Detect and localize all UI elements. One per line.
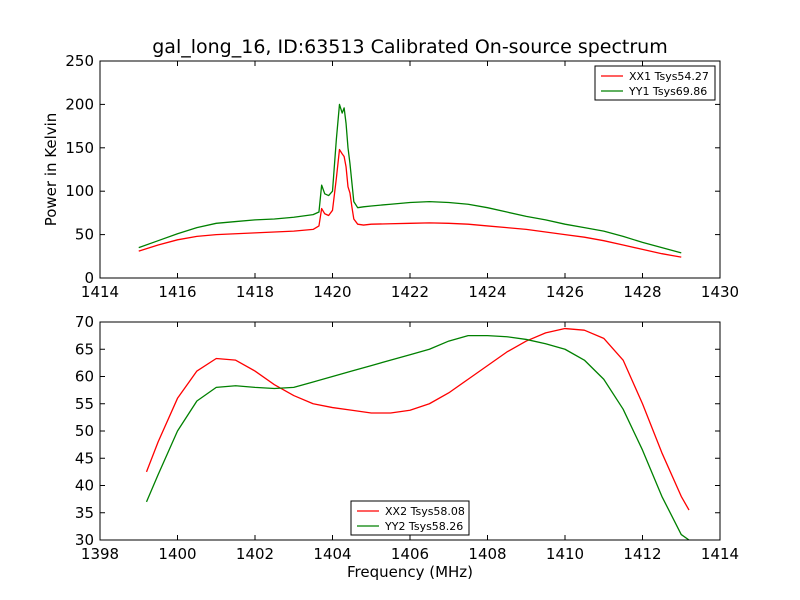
y-tick-label: 35 (75, 504, 94, 522)
y-tick-label: 0 (84, 269, 94, 287)
y-tick-label: 30 (75, 531, 94, 549)
x-tick-label: 1406 (391, 545, 429, 563)
x-tick-label: 1398 (81, 545, 119, 563)
x-tick-label: 1426 (546, 283, 584, 301)
series-line-1 (145, 327, 690, 511)
x-tick-label: 1404 (313, 545, 351, 563)
x-tick-label: 1400 (158, 545, 196, 563)
x-tick-label: 1428 (623, 283, 661, 301)
series-line-1 (138, 148, 682, 258)
legend-entry: YY1 Tsys69.86 (628, 85, 707, 98)
y-tick-label: 40 (75, 477, 94, 495)
legend-entry: XX1 Tsys54.27 (629, 70, 709, 83)
series-line-2 (138, 103, 682, 254)
x-tick-label: 1420 (313, 283, 351, 301)
x-tick-label: 1414 (81, 283, 119, 301)
x-tick-label: 1402 (236, 545, 274, 563)
x-tick-label: 1424 (468, 283, 506, 301)
legend-entry: XX2 Tsys58.08 (385, 505, 465, 518)
y-tick-label: 65 (75, 340, 94, 358)
legend: XX1 Tsys54.27 YY1 Tsys69.86 (594, 65, 716, 101)
y-tick-label: 250 (65, 52, 94, 70)
x-tick-label: 1430 (701, 283, 739, 301)
x-tick-label: 1416 (158, 283, 196, 301)
y-tick-label: 50 (75, 226, 94, 244)
bottom-panel: 1398 1400 1402 1404 1406 1408 1410 1412 1414 30 35… (75, 313, 739, 581)
chart-title: gal_long_16, ID:63513 Calibrated On-sour… (152, 36, 667, 58)
y-tick-label: 200 (65, 95, 94, 113)
legend: XX2 Tsys58.08 YY2 Tsys58.26 (350, 500, 470, 536)
x-tick-label: 1418 (236, 283, 274, 301)
y-tick-label: 55 (75, 395, 94, 413)
x-tick-label: 1408 (468, 545, 506, 563)
y-tick-label: 70 (75, 313, 94, 331)
legend-entry: YY2 Tsys58.26 (384, 520, 463, 533)
y-tick-label: 50 (75, 422, 94, 440)
y-tick-label: 150 (65, 139, 94, 157)
top-panel: 1414 1416 1418 1420 1422 1424 1426 1428 1430 0 50 1… (42, 52, 739, 301)
legend-box (350, 500, 470, 536)
x-tick-label: 1412 (623, 545, 661, 563)
series-line-2 (145, 334, 690, 540)
y-tick-label: 45 (75, 449, 94, 467)
x-tick-label: 1410 (546, 545, 584, 563)
x-tick-label: 1422 (391, 283, 429, 301)
y-tick-label: 60 (75, 368, 94, 386)
y-axis-label: Power in Kelvin (42, 113, 60, 227)
y-tick-label: 100 (65, 182, 94, 200)
x-tick-label: 1414 (701, 545, 739, 563)
legend-box (594, 65, 716, 101)
x-axis-label: Frequency (MHz) (347, 563, 473, 581)
